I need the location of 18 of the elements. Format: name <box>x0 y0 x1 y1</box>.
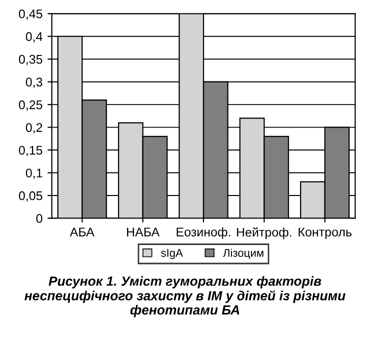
y-tick-label: 0,1 <box>26 168 42 179</box>
y-tick-label: 0,15 <box>18 146 42 156</box>
x-tick-label: Еозиноф. <box>176 227 230 239</box>
x-tick-label: НАБА <box>127 228 160 236</box>
y-tick-label: 0,2 <box>26 123 42 134</box>
y-tick-label: 0,25 <box>18 100 42 111</box>
y-tick-label: 0,45 <box>18 9 42 20</box>
x-tick-label: Контроль <box>298 228 352 239</box>
legend-label: sIgA <box>161 249 183 260</box>
legend-label: Лізоцим <box>223 248 264 259</box>
y-tick-label: 0,05 <box>18 191 42 202</box>
y-tick-label: 0 <box>36 214 42 223</box>
y-tick-label: 0,4 <box>26 32 42 42</box>
x-tick-label: Нейтроф. <box>237 227 292 240</box>
y-tick-label: 0,3 <box>26 78 42 88</box>
x-tick-label: АБА <box>70 228 94 236</box>
y-tick-label: 0,35 <box>18 54 42 66</box>
text: Рисунок 1. Уміст гуморальних факторів неспецифічного захисту в ІМ у дітей із різними фенотипами БА <box>24 276 346 318</box>
